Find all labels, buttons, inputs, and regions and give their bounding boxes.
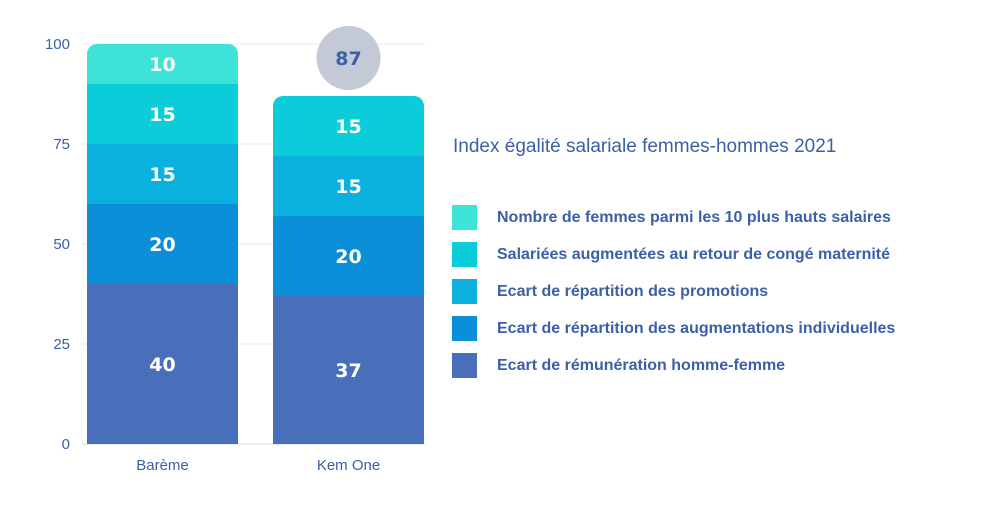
legend-swatch [452, 205, 477, 230]
total-label: 87 [335, 48, 361, 70]
bar-segment [273, 216, 424, 296]
x-category-label: Kem One [317, 457, 380, 474]
bar-value-label: 37 [335, 360, 361, 382]
total-badge [316, 26, 381, 90]
bar-value-label: 20 [149, 234, 175, 256]
legend-swatch [452, 279, 477, 304]
bar-segment [87, 44, 238, 84]
bar-value-label: 40 [149, 354, 175, 376]
legend-label: Salariées augmentées au retour de congé … [497, 245, 891, 263]
bar-value-label: 15 [335, 176, 361, 198]
legend-swatch [452, 353, 477, 378]
bar-value-label: 20 [335, 246, 361, 268]
x-category-label: Barème [136, 457, 189, 474]
bar-group [87, 44, 238, 444]
legend-label: Ecart de répartition des augmentations i… [497, 319, 896, 337]
legend-item: Ecart de rémunération homme-femme [452, 353, 895, 378]
y-tick-label: 100 [45, 36, 70, 53]
bar-value-label: 15 [149, 164, 175, 186]
legend-item: Ecart de répartition des promotions [452, 279, 895, 304]
legend-swatch [452, 242, 477, 267]
bar-segment [87, 284, 238, 444]
legend-label: Nombre de femmes parmi les 10 plus hauts… [497, 208, 891, 226]
legend-item: Ecart de répartition des augmentations i… [452, 316, 895, 341]
legend-item: Nombre de femmes parmi les 10 plus hauts… [452, 205, 895, 230]
bar-value-label: 10 [149, 54, 175, 76]
bar-segment [87, 204, 238, 284]
bar-segment [273, 96, 424, 156]
y-tick-label: 50 [53, 236, 70, 253]
bar-segment [87, 84, 238, 144]
legend: Nombre de femmes parmi les 10 plus hauts… [452, 205, 895, 390]
legend-label: Ecart de répartition des promotions [497, 282, 769, 300]
bar-value-label: 15 [335, 116, 361, 138]
bar-segment [273, 296, 424, 444]
bar-group [273, 96, 424, 444]
legend-item: Salariées augmentées au retour de congé … [452, 242, 895, 267]
legend-label: Ecart de rémunération homme-femme [497, 356, 786, 374]
y-tick-label: 75 [53, 136, 70, 153]
bar-segment [273, 156, 424, 216]
chart-title: Index égalité salariale femmes-hommes 20… [453, 136, 837, 157]
bar-value-label: 15 [149, 104, 175, 126]
y-tick-label: 0 [62, 436, 70, 453]
y-tick-label: 25 [53, 336, 70, 353]
bar-segment [87, 144, 238, 204]
legend-swatch [452, 316, 477, 341]
